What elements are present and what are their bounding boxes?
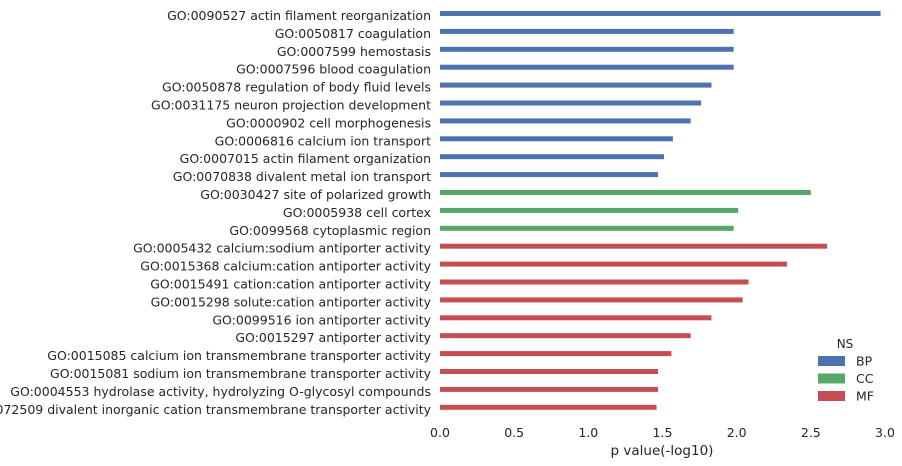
bar-cc <box>440 225 734 231</box>
x-tick-label: 2.0 <box>727 425 747 440</box>
category-label: GO:0072509 divalent inorganic cation tra… <box>0 402 432 417</box>
category-label: GO:0005938 cell cortex <box>283 205 431 220</box>
category-label: GO:0050817 coagulation <box>275 26 431 41</box>
category-label: GO:0030427 site of polarized growth <box>200 187 431 202</box>
category-label: GO:0000902 cell morphogenesis <box>226 115 431 130</box>
legend-label-cc: CC <box>856 371 874 386</box>
bar-mf <box>440 386 659 392</box>
bar-bp <box>440 28 734 34</box>
legend-swatch-mf <box>818 391 845 401</box>
bar-mf <box>440 369 659 374</box>
bar-mf <box>440 404 657 410</box>
x-axis-ticks-layer: 0.0 0.5 1.0 1.5 2.0 2.5 3.0 <box>430 425 895 440</box>
bar-bp <box>440 100 702 106</box>
bar-cc <box>440 190 811 195</box>
category-label: GO:0015081 sodium ion transmembrane tran… <box>50 366 432 381</box>
legend-swatch-cc <box>818 373 845 384</box>
bar-bp <box>440 11 881 16</box>
category-label: GO:0015368 calcium:cation antiporter act… <box>140 259 431 274</box>
category-label: GO:0007599 hemostasis <box>277 44 431 59</box>
bar-mf <box>440 297 743 303</box>
bar-mf <box>440 243 828 249</box>
x-tick-label: 1.0 <box>578 425 598 440</box>
category-label: GO:0007015 actin filament organization <box>180 151 431 166</box>
legend: NS BP CC MF <box>818 337 874 404</box>
x-tick-label: 0.5 <box>504 425 524 440</box>
category-label: GO:0006816 calcium ion transport <box>215 133 431 148</box>
legend-label-bp: BP <box>856 354 873 369</box>
category-label: GO:0070838 divalent metal ion transport <box>173 169 431 184</box>
x-tick-label: 3.0 <box>875 425 895 440</box>
category-label: GO:0099568 cytoplasmic region <box>229 223 431 238</box>
bar-mf <box>440 333 691 339</box>
bar-mf <box>440 351 672 357</box>
bar-bp <box>440 136 673 142</box>
bar-bp <box>440 82 712 88</box>
category-label: GO:0015298 solute:cation antiporter acti… <box>151 294 432 309</box>
category-label: GO:0007596 blood coagulation <box>236 62 431 77</box>
legend-label-mf: MF <box>856 389 874 404</box>
bar-cc <box>440 207 739 213</box>
legend-title: NS <box>837 337 854 351</box>
bar-bp <box>440 118 691 124</box>
category-labels-layer: GO:0090527 actin filament reorganization… <box>0 8 432 417</box>
bar-bp <box>440 154 664 160</box>
x-tick-label: 2.5 <box>801 425 821 440</box>
category-label: GO:0050878 regulation of body fluid leve… <box>162 80 431 95</box>
category-label: GO:0090527 actin filament reorganization <box>167 8 431 23</box>
bar-bp <box>440 46 734 52</box>
bar-mf <box>440 315 712 321</box>
category-label: GO:0015491 cation:cation antiporter acti… <box>150 277 431 292</box>
x-axis-title: p value(-log10) <box>611 443 714 459</box>
bar-mf <box>440 261 788 267</box>
legend-swatch-bp <box>818 356 845 366</box>
legend-entries: BP CC MF <box>818 354 874 404</box>
category-label: GO:0099516 ion antiporter activity <box>212 312 431 327</box>
category-label: GO:0005432 calcium:sodium antiporter act… <box>133 241 432 256</box>
bar-mf <box>440 279 749 285</box>
x-tick-label: 1.5 <box>653 425 673 440</box>
category-label: GO:0004553 hydrolase activity, hydrolyzi… <box>10 384 431 399</box>
bar-bp <box>440 172 659 178</box>
category-label: GO:0015297 antiporter activity <box>235 330 431 345</box>
category-label: GO:0015085 calcium ion transmembrane tra… <box>47 348 431 363</box>
category-label: GO:0031175 neuron projection development <box>151 98 431 113</box>
x-tick-label: 0.0 <box>430 425 450 440</box>
bar-bp <box>440 64 734 70</box>
bars-layer <box>440 11 881 410</box>
